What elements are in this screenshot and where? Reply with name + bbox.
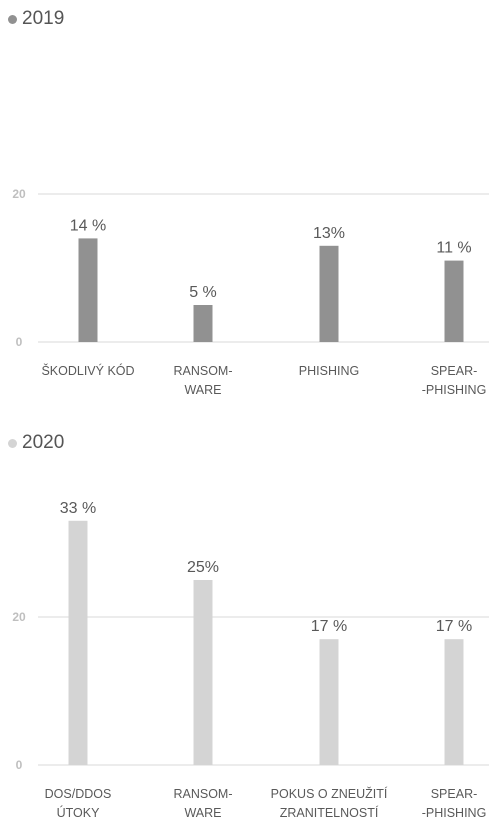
bar-3 <box>319 245 339 342</box>
x-tick-label: -PHISHING <box>422 383 487 397</box>
legend-marker-2020 <box>8 438 17 448</box>
legend-label-2020: 2020 <box>22 432 65 453</box>
data-label: 5 % <box>189 284 217 301</box>
chart-2019-plot: 0 20 14 % ŠKODLIVÝ KÓD 5 % RANSOM- WARE 13% PHIS… <box>12 187 489 397</box>
x-tick-label: POKUS O ZNEUŽITÍ <box>271 786 388 801</box>
x-tick-label: RANSOM- <box>173 364 232 378</box>
x-tick-label: WARE <box>184 383 221 397</box>
y-tick-label: 20 <box>12 610 26 624</box>
data-label: 25% <box>187 559 219 576</box>
data-label: 17 % <box>436 618 472 635</box>
chart-2019: 2019 0 20 14 % ŠKODLIVÝ KÓD 5 % RANSOM- WARE 13… <box>8 8 489 397</box>
legend-2020: 2020 <box>8 432 64 454</box>
x-tick-label: PHISHING <box>299 364 359 378</box>
x-tick-label: SPEAR- <box>431 787 478 801</box>
x-tick-label: RANSOM- <box>173 787 232 801</box>
bar-4 <box>444 639 464 765</box>
bar-3 <box>319 639 339 765</box>
x-tick-label: -PHISHING <box>422 806 487 817</box>
chart-2020-plot: 0 20 33 % DOS/DDOS ÚTOKY 25% RANSOM- WARE 17 % PO… <box>12 500 489 817</box>
x-tick-label: ÚTOKY <box>57 805 100 817</box>
data-label: 14 % <box>70 217 106 234</box>
data-label: 17 % <box>311 618 347 635</box>
x-tick-label: WARE <box>184 806 221 817</box>
x-tick-label: DOS/DDOS <box>45 787 112 801</box>
y-tick-label: 0 <box>16 758 23 772</box>
x-tick-label: ZRANITELNOSTÍ <box>280 805 379 817</box>
legend-2019: 2019 <box>8 8 64 30</box>
y-tick-label: 20 <box>12 187 26 201</box>
bar-2 <box>193 305 213 342</box>
legend-marker-2019 <box>8 14 17 24</box>
x-tick-label: ŠKODLIVÝ KÓD <box>41 363 134 378</box>
data-label: 11 % <box>436 240 471 257</box>
data-label: 13% <box>313 225 345 242</box>
bar-1 <box>68 520 88 765</box>
bar-1 <box>78 238 98 342</box>
legend-label-2019: 2019 <box>22 8 65 29</box>
bar-2 <box>193 580 213 765</box>
y-tick-label: 0 <box>16 335 23 349</box>
data-label: 33 % <box>60 500 96 517</box>
bar-4 <box>444 260 464 342</box>
x-tick-label: SPEAR- <box>431 364 478 378</box>
chart-2020: 2020 0 20 33 % DOS/DDOS ÚTOKY 25% RANSOM- WARE 1… <box>0 424 489 817</box>
